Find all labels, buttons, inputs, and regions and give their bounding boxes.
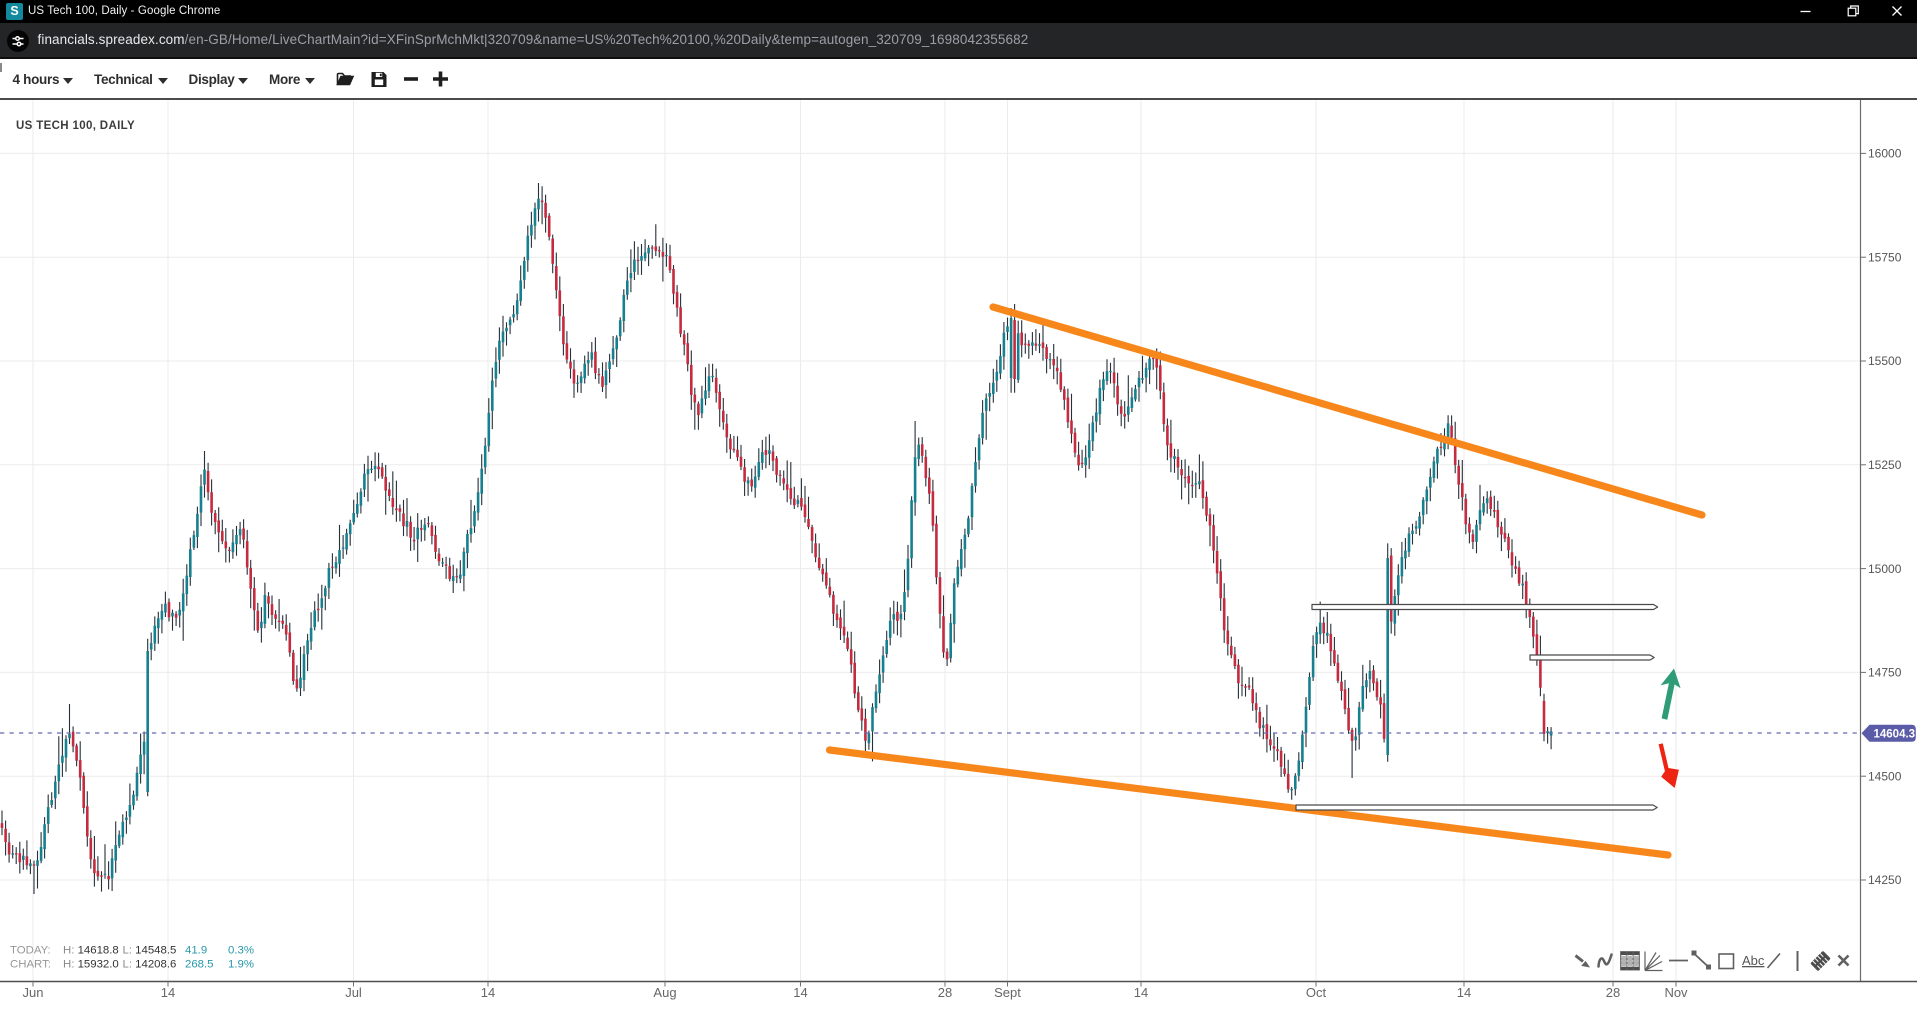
svg-text:14: 14 <box>481 985 495 1000</box>
svg-text:14: 14 <box>1134 985 1148 1000</box>
svg-text:L: 14208.6: L: 14208.6 <box>123 958 177 970</box>
svg-text:16000: 16000 <box>1868 146 1902 160</box>
svg-text:14: 14 <box>1457 985 1471 1000</box>
svg-text:Nov: Nov <box>1664 985 1688 1000</box>
svg-text:15750: 15750 <box>1868 250 1902 264</box>
svg-text:14: 14 <box>161 985 175 1000</box>
svg-text:1.9%: 1.9% <box>228 958 254 970</box>
svg-text:US TECH 100, DAILY: US TECH 100, DAILY <box>16 120 135 132</box>
svg-text:15500: 15500 <box>1868 354 1902 368</box>
svg-text:Sept: Sept <box>994 985 1021 1000</box>
svg-text:Jul: Jul <box>345 985 362 1000</box>
svg-text:Aug: Aug <box>653 985 676 1000</box>
svg-text:Oct: Oct <box>1306 985 1327 1000</box>
svg-text:Abc: Abc <box>1742 953 1765 968</box>
svg-text:28: 28 <box>1606 985 1620 1000</box>
svg-text:CHART:: CHART: <box>10 958 51 970</box>
svg-text:L: 14548.5: L: 14548.5 <box>123 944 177 956</box>
svg-text:0.3%: 0.3% <box>228 944 254 956</box>
svg-text:15250: 15250 <box>1868 458 1902 472</box>
svg-text:TODAY:: TODAY: <box>10 944 51 956</box>
svg-text:15000: 15000 <box>1868 561 1902 575</box>
svg-text:14750: 14750 <box>1868 665 1902 679</box>
svg-text:Jun: Jun <box>23 985 44 1000</box>
svg-text:28: 28 <box>938 985 952 1000</box>
svg-text:41.9: 41.9 <box>185 944 207 956</box>
svg-text:H: 14618.8: H: 14618.8 <box>63 944 119 956</box>
svg-text:14: 14 <box>793 985 807 1000</box>
svg-text:H: 15932.0: H: 15932.0 <box>63 958 119 970</box>
svg-text:14604.3: 14604.3 <box>1874 728 1916 740</box>
svg-text:268.5: 268.5 <box>185 958 214 970</box>
svg-text:14250: 14250 <box>1868 873 1902 887</box>
svg-text:14500: 14500 <box>1868 769 1902 783</box>
